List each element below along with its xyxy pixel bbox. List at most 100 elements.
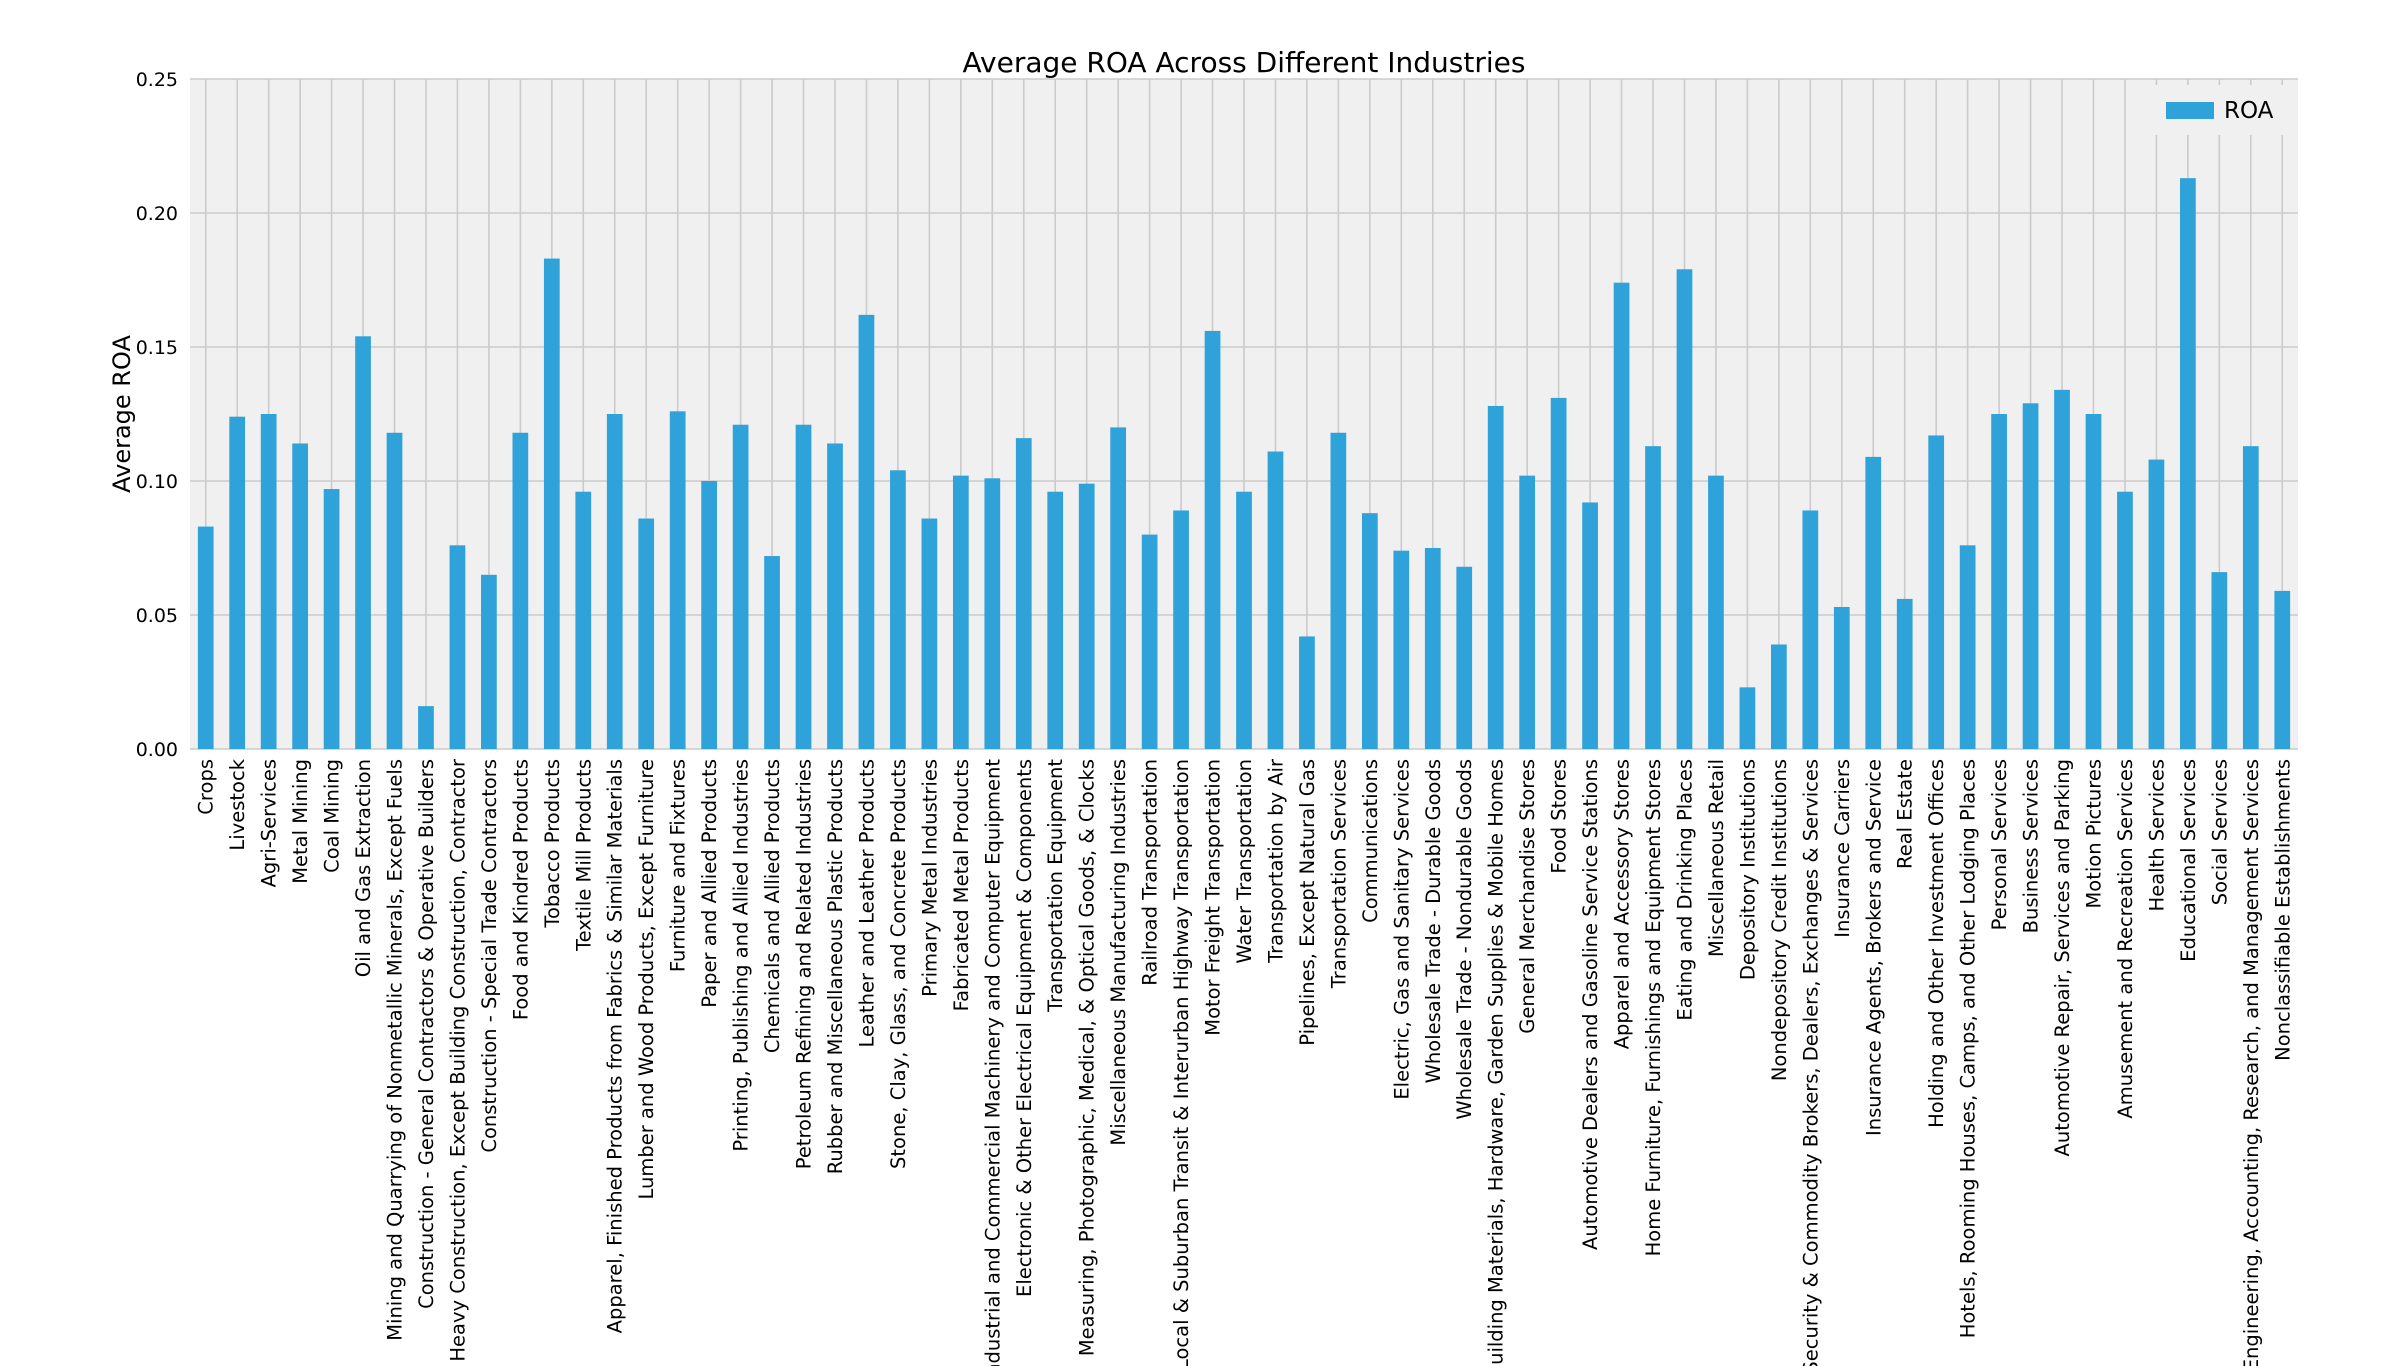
bar	[1015, 438, 1032, 749]
y-tick-label: 0.00	[136, 739, 178, 761]
bar	[1771, 644, 1787, 749]
y-tick-labels: 0.00 0.05 0.10 0.15 0.20 0.25	[136, 69, 178, 761]
y-tick-label: 0.15	[136, 337, 178, 359]
x-tick-label: Primary Metal Industries	[918, 759, 941, 997]
bar	[2054, 389, 2070, 749]
bar	[669, 411, 686, 749]
y-tick-label: 0.10	[136, 471, 178, 493]
x-tick-label: Crops	[195, 759, 218, 815]
x-tick-label: Social Services	[2208, 759, 2231, 905]
bar	[1833, 606, 1850, 749]
x-tick-labels: Crops Livestock Agri-Services Metal Mining C…	[195, 758, 2295, 1366]
x-tick-label: Motor Freight Transportation	[1202, 759, 1225, 1036]
bar	[323, 489, 340, 749]
bar	[701, 481, 717, 749]
bar	[543, 258, 560, 749]
bar	[1613, 282, 1630, 749]
x-tick-label: General Merchandise Stores	[1516, 759, 1539, 1034]
bar	[292, 443, 308, 749]
bar	[197, 526, 214, 749]
bar	[386, 432, 403, 749]
x-tick-label: Local & Suburban Transit & Interurban Hi…	[1170, 759, 1193, 1366]
bar	[858, 314, 875, 749]
bar	[2085, 414, 2102, 749]
x-tick-label: Automotive Dealers and Gasoline Service …	[1579, 759, 1602, 1250]
x-tick-label: Construction - General Contractors & Ope…	[415, 759, 438, 1309]
x-tick-label: Tobacco Products	[541, 759, 564, 929]
bar	[1393, 550, 1410, 749]
x-tick-label: Nonclassifiable Establishments	[2271, 759, 2294, 1061]
bar	[2274, 590, 2291, 749]
x-tick-label: Oil and Gas Extraction	[352, 759, 375, 977]
bar	[1424, 548, 1441, 749]
x-tick-label: Educational Services	[2177, 759, 2200, 962]
bar	[1236, 491, 1252, 749]
x-tick-label: Real Estate	[1894, 759, 1917, 869]
bar	[229, 416, 246, 749]
bar	[984, 478, 1001, 749]
legend: ROA	[2152, 85, 2288, 135]
x-tick-label: Agri-Services	[258, 759, 281, 887]
y-axis-label: Average ROA	[108, 335, 136, 493]
x-tick-label: Amusement and Recreation Services	[2114, 759, 2137, 1119]
legend-label-roa: ROA	[2224, 98, 2274, 124]
bar	[1456, 566, 1473, 749]
bar	[795, 424, 812, 749]
x-tick-label: Electric, Gas and Sanitary Services	[1390, 759, 1413, 1100]
bar	[764, 556, 780, 749]
x-tick-label: Insurance Agents, Brokers and Service	[1862, 759, 1885, 1136]
x-tick-label: Fabricated Metal Products	[950, 759, 973, 1011]
bar	[1550, 397, 1567, 749]
bar	[418, 706, 434, 749]
bar	[1802, 510, 1819, 749]
x-tick-label: Apparel and Accessory Stores	[1611, 759, 1634, 1049]
bar	[2242, 446, 2259, 749]
bar	[1204, 330, 1221, 749]
x-tick-label: Apparel, Finished Products from Fabrics …	[604, 759, 627, 1333]
x-tick-label: Food Stores	[1548, 759, 1571, 874]
bar	[1330, 432, 1347, 749]
x-tick-label: Engineering, Accounting, Research, and M…	[2240, 759, 2263, 1366]
x-tick-label: Transportation Services	[1327, 759, 1350, 989]
bar	[1896, 598, 1913, 749]
x-tick-label: Security & Commodity Brokers, Dealers, E…	[1799, 759, 1822, 1366]
bar	[1078, 483, 1095, 749]
x-tick-label: Coal Mining	[321, 759, 344, 873]
x-tick-label: Livestock	[226, 758, 249, 850]
bar	[2117, 491, 2133, 749]
bar	[481, 574, 497, 749]
x-tick-label: Lumber and Wood Products, Except Furnitu…	[635, 759, 658, 1200]
x-tick-label: Home Furniture, Furnishings and Equipmen…	[1642, 759, 1665, 1256]
bar	[1110, 427, 1127, 749]
x-tick-label: Transportation by Air	[1264, 758, 1287, 964]
x-tick-label: Heavy Construction, Except Building Cons…	[446, 758, 469, 1362]
bar	[1582, 502, 1598, 749]
bar	[1739, 687, 1756, 749]
bar	[890, 470, 906, 749]
legend-swatch-roa	[2166, 102, 2214, 119]
y-tick-label: 0.25	[136, 69, 178, 91]
x-tick-label: Furniture and Fixtures	[667, 759, 690, 972]
x-tick-label: Construction - Special Trade Contractors	[478, 759, 501, 1153]
bar	[827, 443, 843, 749]
x-tick-label: Eating and Drinking Places	[1673, 759, 1696, 1021]
x-tick-label: Printing, Publishing and Allied Industri…	[730, 759, 753, 1152]
y-tick-label: 0.05	[136, 605, 178, 627]
x-tick-label: Chemicals and Allied Products	[761, 759, 784, 1053]
x-tick-label: Textile Mill Products	[572, 759, 595, 952]
x-tick-label: Nondepository Credit Institutions	[1768, 759, 1791, 1081]
bar	[1708, 475, 1724, 749]
bar	[1676, 269, 1693, 749]
bar	[512, 432, 529, 749]
x-tick-label: Motion Pictures	[2082, 759, 2105, 909]
x-tick-label: Insurance Carriers	[1831, 759, 1854, 938]
x-tick-label: Industrial and Commercial Machinery and …	[981, 759, 1004, 1366]
bar	[1299, 636, 1315, 749]
bar	[638, 518, 655, 749]
x-tick-label: Electronic & Other Electrical Equipment …	[1013, 759, 1036, 1297]
bar	[1645, 446, 1661, 749]
x-tick-label: Paper and Allied Products	[698, 759, 721, 1008]
bar	[2148, 459, 2165, 749]
bar	[575, 491, 592, 749]
